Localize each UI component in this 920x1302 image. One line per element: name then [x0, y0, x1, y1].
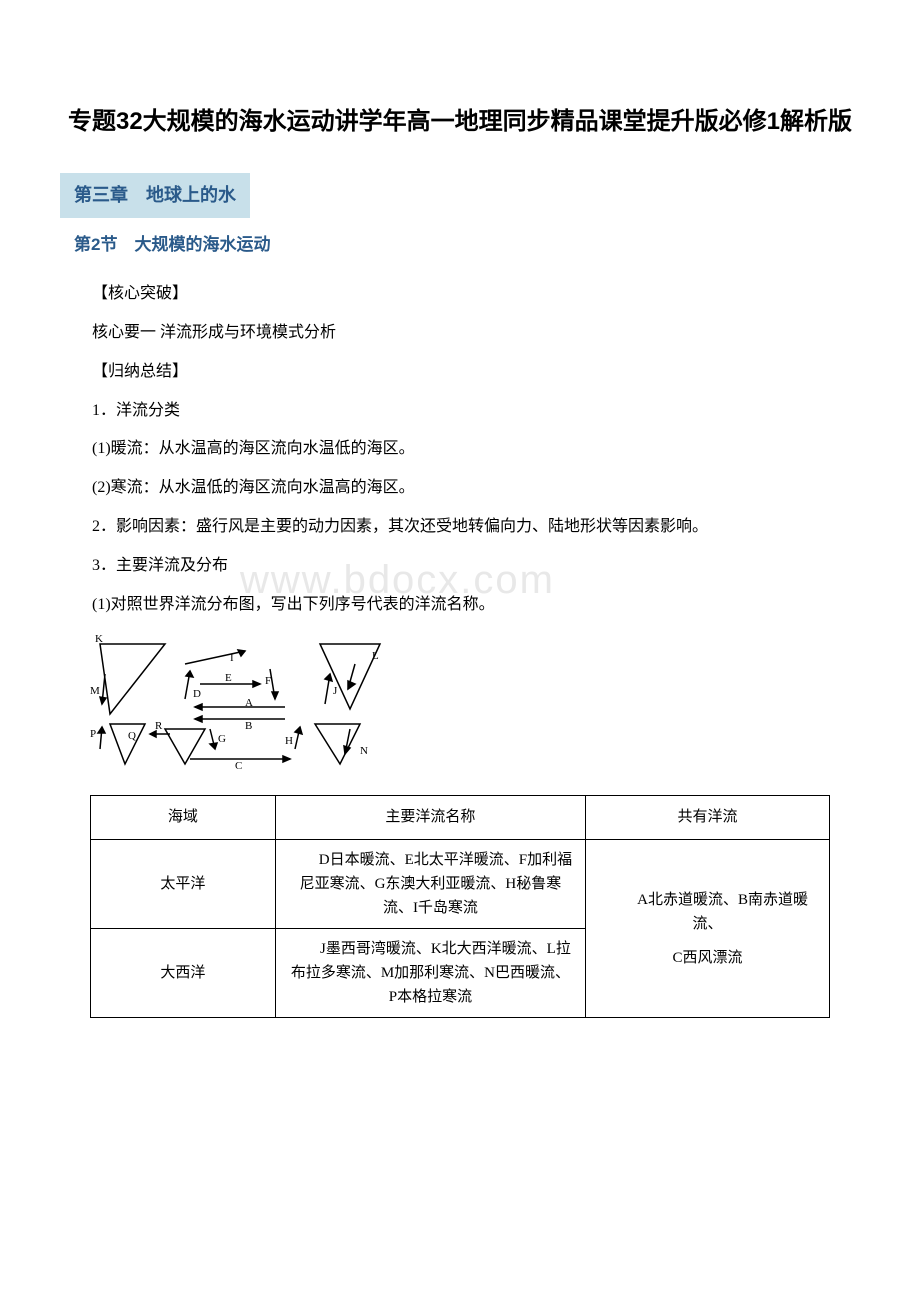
paragraph-warm-current: (1)暖流：从水温高的海区流向水温低的海区。	[60, 435, 860, 464]
diagram-label-H: H	[285, 735, 293, 747]
paragraph-core: 【核心突破】	[60, 280, 860, 309]
paragraph-map-instruction: (1)对照世界洋流分布图，写出下列序号代表的洋流名称。	[60, 591, 860, 620]
document-title: 专题32大规模的海水运动讲学年高一地理同步精品课堂提升版必修1解析版	[60, 100, 860, 143]
diagram-label-B: B	[245, 720, 252, 732]
diagram-label-F: F	[265, 675, 271, 687]
diagram-label-K: K	[95, 633, 103, 645]
diagram-label-M: M	[90, 685, 100, 697]
diagram-label-Q: Q	[128, 730, 136, 742]
diagram-label-N: N	[360, 745, 368, 757]
table-row: 太平洋 D日本暖流、E北太平洋暖流、F加利福尼亚寒流、G东澳大利亚暖流、H秘鲁寒…	[91, 840, 830, 929]
paragraph-cold-current: (2)寒流：从水温低的海区流向水温高的海区。	[60, 474, 860, 503]
paragraph-summary-label: 【归纳总结】	[60, 358, 860, 387]
shared-top-text: A北赤道暖流、B南赤道暖流、	[598, 888, 817, 936]
table-header-main-currents: 主要洋流名称	[275, 796, 585, 840]
table-cell-pacific-currents: D日本暖流、E北太平洋暖流、F加利福尼亚寒流、G东澳大利亚暖流、H秘鲁寒流、I千…	[275, 840, 585, 929]
shared-bottom-text: C西风漂流	[598, 946, 817, 970]
ocean-currents-diagram: K L M D E F I J A B P Q R G H C N	[90, 629, 860, 780]
paragraph-main-currents: 3．主要洋流及分布	[60, 552, 860, 581]
diagram-label-D: D	[193, 688, 201, 700]
diagram-label-P: P	[90, 728, 96, 740]
diagram-label-G: G	[218, 733, 226, 745]
table-header-sea: 海域	[91, 796, 276, 840]
table-header-shared: 共有洋流	[586, 796, 830, 840]
table-header-row: 海域 主要洋流名称 共有洋流	[91, 796, 830, 840]
chapter-header: 第三章 地球上的水	[60, 173, 250, 217]
diagram-label-J: J	[333, 685, 338, 697]
table-cell-sea-atlantic: 大西洋	[91, 929, 276, 1018]
diagram-label-I: I	[230, 652, 234, 664]
diagram-label-R: R	[155, 720, 163, 732]
diagram-label-E: E	[225, 672, 232, 684]
section-header: 第2节 大规模的海水运动	[60, 226, 860, 265]
paragraph-classification: 1．洋流分类	[60, 397, 860, 426]
diagram-label-A: A	[245, 697, 253, 709]
paragraph-factors: 2．影响因素：盛行风是主要的动力因素，其次还受地转偏向力、陆地形状等因素影响。	[60, 513, 860, 542]
table-cell-shared-currents: A北赤道暖流、B南赤道暖流、 C西风漂流	[586, 840, 830, 1018]
currents-table: 海域 主要洋流名称 共有洋流 太平洋 D日本暖流、E北太平洋暖流、F加利福尼亚寒…	[90, 795, 830, 1018]
diagram-label-L: L	[372, 650, 379, 662]
paragraph-core-topic: 核心要一 洋流形成与环境模式分析	[60, 319, 860, 348]
table-cell-sea-pacific: 太平洋	[91, 840, 276, 929]
table-cell-atlantic-currents: J墨西哥湾暖流、K北大西洋暖流、L拉布拉多寒流、M加那利寒流、N巴西暖流、P本格…	[275, 929, 585, 1018]
diagram-label-C: C	[235, 760, 242, 769]
